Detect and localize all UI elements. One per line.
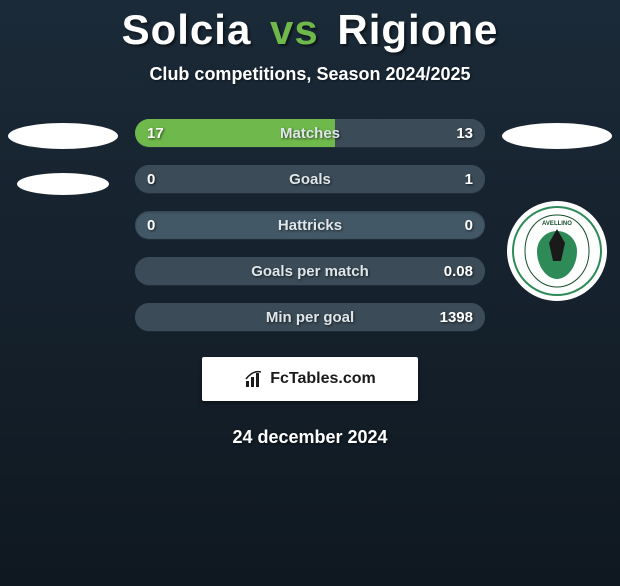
stat-right-value: 1	[465, 171, 473, 188]
right-club-column: AVELLINO	[501, 119, 613, 301]
right-placeholder-icon	[502, 123, 612, 149]
stat-row: Goals per match 0.08	[135, 257, 485, 285]
right-club-logo: AVELLINO	[507, 201, 607, 301]
stat-row: 0 Hattricks 0	[135, 211, 485, 239]
stat-label: Matches	[280, 125, 340, 142]
stats-column: 17 Matches 13 0 Goals 1 0 Hattricks 0 Goals per m…	[135, 119, 485, 331]
left-placeholder-icon	[17, 173, 109, 195]
brand-text: FcTables.com	[270, 370, 376, 388]
stat-label: Goals per match	[251, 263, 369, 280]
stat-right-value: 0	[465, 217, 473, 234]
stat-row: 0 Goals 1	[135, 165, 485, 193]
brand-badge[interactable]: FcTables.com	[202, 357, 418, 401]
stat-right-value: 13	[456, 125, 473, 142]
comparison-title: Solcia vs Rigione	[0, 6, 620, 54]
left-club-column	[7, 119, 119, 195]
stat-row: 17 Matches 13	[135, 119, 485, 147]
left-placeholder-icon	[8, 123, 118, 149]
stat-label: Goals	[289, 171, 331, 188]
svg-text:AVELLINO: AVELLINO	[542, 221, 572, 227]
generation-date: 24 december 2024	[0, 427, 620, 448]
comparison-subtitle: Club competitions, Season 2024/2025	[0, 64, 620, 85]
comparison-content: 17 Matches 13 0 Goals 1 0 Hattricks 0 Goals per m…	[0, 119, 620, 331]
stat-label: Hattricks	[278, 217, 342, 234]
player2-name: Rigione	[337, 6, 498, 53]
stat-right-value: 0.08	[444, 263, 473, 280]
vs-text: vs	[264, 6, 325, 53]
stat-label: Min per goal	[266, 309, 354, 326]
brand-chart-icon	[244, 369, 264, 389]
stat-left-value: 0	[147, 171, 155, 188]
stat-left-value: 17	[147, 125, 164, 142]
stat-row: Min per goal 1398	[135, 303, 485, 331]
player1-name: Solcia	[122, 6, 252, 53]
club-badge-icon: AVELLINO	[507, 201, 607, 301]
stat-right-value: 1398	[440, 309, 473, 326]
stat-left-value: 0	[147, 217, 155, 234]
